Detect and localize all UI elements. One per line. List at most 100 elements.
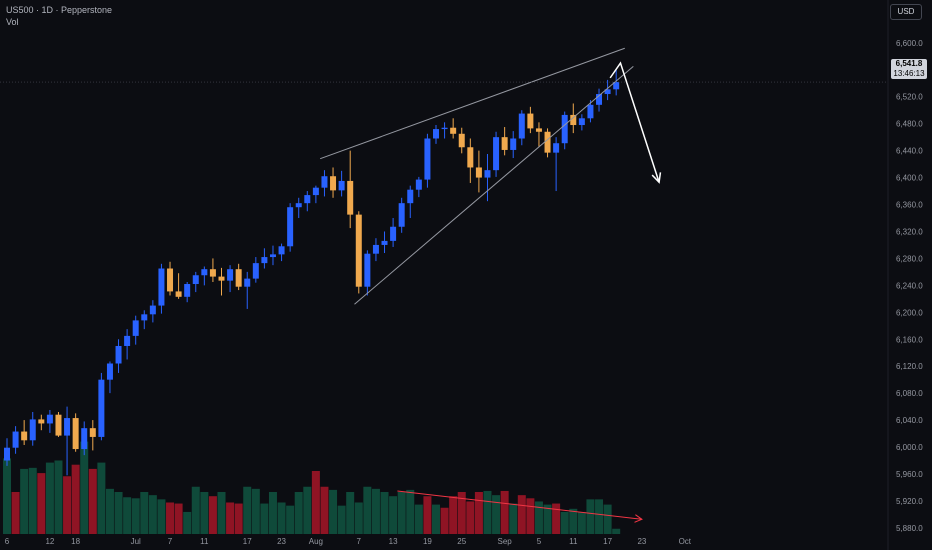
candle (355, 211, 362, 294)
candle (330, 167, 337, 198)
candle-body (106, 363, 113, 380)
volume-bar (157, 499, 166, 534)
volume-bar (363, 486, 372, 534)
price-tick-label: 6,160.0 (896, 335, 923, 344)
candle-body (561, 114, 568, 144)
time-tick-label: 7 (168, 537, 173, 546)
candle-body (518, 113, 525, 139)
volume-bar (54, 460, 63, 534)
candle (390, 217, 397, 247)
candle-body (441, 127, 448, 130)
candle-body (227, 269, 234, 281)
volume-bar (80, 441, 89, 534)
candle-body (124, 335, 131, 346)
volume-bar (105, 488, 114, 534)
volume-bar (183, 511, 192, 534)
time-tick-label: 19 (423, 537, 432, 546)
candle (124, 329, 131, 360)
candle (613, 69, 620, 96)
candle-body (355, 214, 362, 287)
candle-body (372, 244, 379, 254)
candle-body (312, 187, 319, 196)
candle-body (218, 276, 225, 281)
time-tick-label: 13 (389, 537, 398, 546)
volume-trendline-arrowhead (634, 514, 643, 523)
volume-bar (534, 501, 543, 534)
candle-body (115, 345, 122, 364)
volume-bar (226, 502, 235, 534)
volume-bar (449, 496, 458, 534)
bar-countdown: 13:46:13 (893, 69, 925, 78)
time-tick-label: 11 (569, 537, 578, 546)
symbol-title[interactable]: US500 · 1D · Pepperstone (6, 5, 113, 15)
price-tick-label: 5,960.0 (896, 470, 923, 479)
candle-body (89, 428, 96, 437)
candle-body (433, 129, 439, 139)
candle (64, 406, 71, 476)
candle-body (12, 431, 19, 448)
wedge-trendline (354, 66, 634, 305)
price-tick-label: 5,920.0 (896, 497, 923, 506)
volume-bar (492, 495, 501, 534)
volume-bar (277, 502, 286, 534)
candle-body (209, 269, 216, 277)
volume-bar (337, 505, 346, 534)
volume-bar (457, 492, 466, 534)
volume-bar (71, 464, 80, 534)
volume-label[interactable]: Vol (6, 17, 19, 27)
candle-body (553, 143, 560, 153)
currency-button[interactable]: USD (890, 4, 922, 20)
volume-bar (371, 488, 380, 534)
volume-bar (560, 511, 569, 534)
volume-bar (37, 473, 46, 534)
volume-bar (3, 458, 11, 534)
candle (149, 300, 156, 323)
candle-body (269, 254, 276, 258)
volume-bar (500, 490, 509, 534)
candle (227, 265, 234, 293)
time-tick-label: 6 (5, 537, 10, 546)
candle (518, 110, 525, 146)
volume-bar (303, 486, 312, 534)
volume-bar (251, 488, 260, 534)
price-tick-label: 6,080.0 (896, 389, 923, 398)
volume-bar (148, 495, 157, 534)
price-tick-label: 6,440.0 (896, 147, 923, 156)
drawings[interactable] (0, 47, 888, 523)
volume-bar (191, 486, 200, 534)
candle-body (613, 82, 620, 90)
volume-bar (88, 468, 97, 534)
volume-bar (294, 492, 303, 534)
volume-bar (268, 492, 277, 534)
volume-pane (3, 441, 621, 534)
candle-body (510, 138, 517, 150)
volume-bar (466, 501, 475, 534)
time-tick-label: 23 (277, 537, 286, 546)
volume-bar (603, 504, 612, 534)
candle-body (398, 203, 405, 227)
candle (81, 421, 88, 456)
volume-bar (20, 468, 29, 534)
candle-body (98, 379, 105, 437)
candle (55, 412, 62, 437)
volume-trendline (397, 490, 642, 520)
symbol-legend: US500 · 1D · Pepperstone Vol (6, 4, 112, 28)
candle (141, 310, 148, 330)
time-tick-label: 25 (457, 537, 466, 546)
volume-bar (517, 495, 526, 534)
candle (467, 138, 474, 183)
candle-body (501, 137, 508, 150)
price-axis[interactable]: 6,600.06,560.06,520.06,480.06,440.06,400… (887, 0, 923, 550)
candle (12, 426, 19, 454)
time-tick-label: 5 (537, 537, 542, 546)
time-axis[interactable]: 6 12 18 Jul 7 11 17 23 Aug 7 13 19 25 Sep 5 11 17 23 Oct (5, 537, 692, 546)
candle-body (278, 246, 285, 255)
candle-body (72, 418, 79, 450)
candle-body (304, 195, 311, 204)
candle (132, 315, 139, 345)
candle (441, 122, 448, 139)
candle-body (55, 414, 62, 436)
candle-body (330, 176, 337, 191)
